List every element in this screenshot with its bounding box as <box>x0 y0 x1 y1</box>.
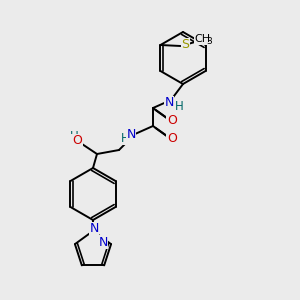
Text: O: O <box>167 131 177 145</box>
Text: H: H <box>70 130 78 143</box>
Text: N: N <box>126 128 136 142</box>
Text: S: S <box>182 38 190 52</box>
Text: N: N <box>98 236 108 249</box>
Text: O: O <box>72 134 82 148</box>
Text: H: H <box>175 100 183 112</box>
Text: N: N <box>164 97 174 110</box>
Text: 3: 3 <box>207 38 212 46</box>
Text: O: O <box>167 113 177 127</box>
Text: CH: CH <box>194 34 211 44</box>
Text: N: N <box>89 223 99 236</box>
Text: H: H <box>121 131 129 145</box>
